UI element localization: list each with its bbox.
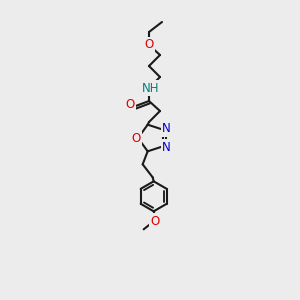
- Text: O: O: [131, 131, 141, 145]
- Text: O: O: [125, 98, 135, 110]
- Text: N: N: [162, 122, 171, 135]
- Text: O: O: [150, 215, 159, 228]
- Text: O: O: [144, 38, 154, 52]
- Text: NH: NH: [142, 82, 160, 94]
- Text: N: N: [162, 141, 171, 154]
